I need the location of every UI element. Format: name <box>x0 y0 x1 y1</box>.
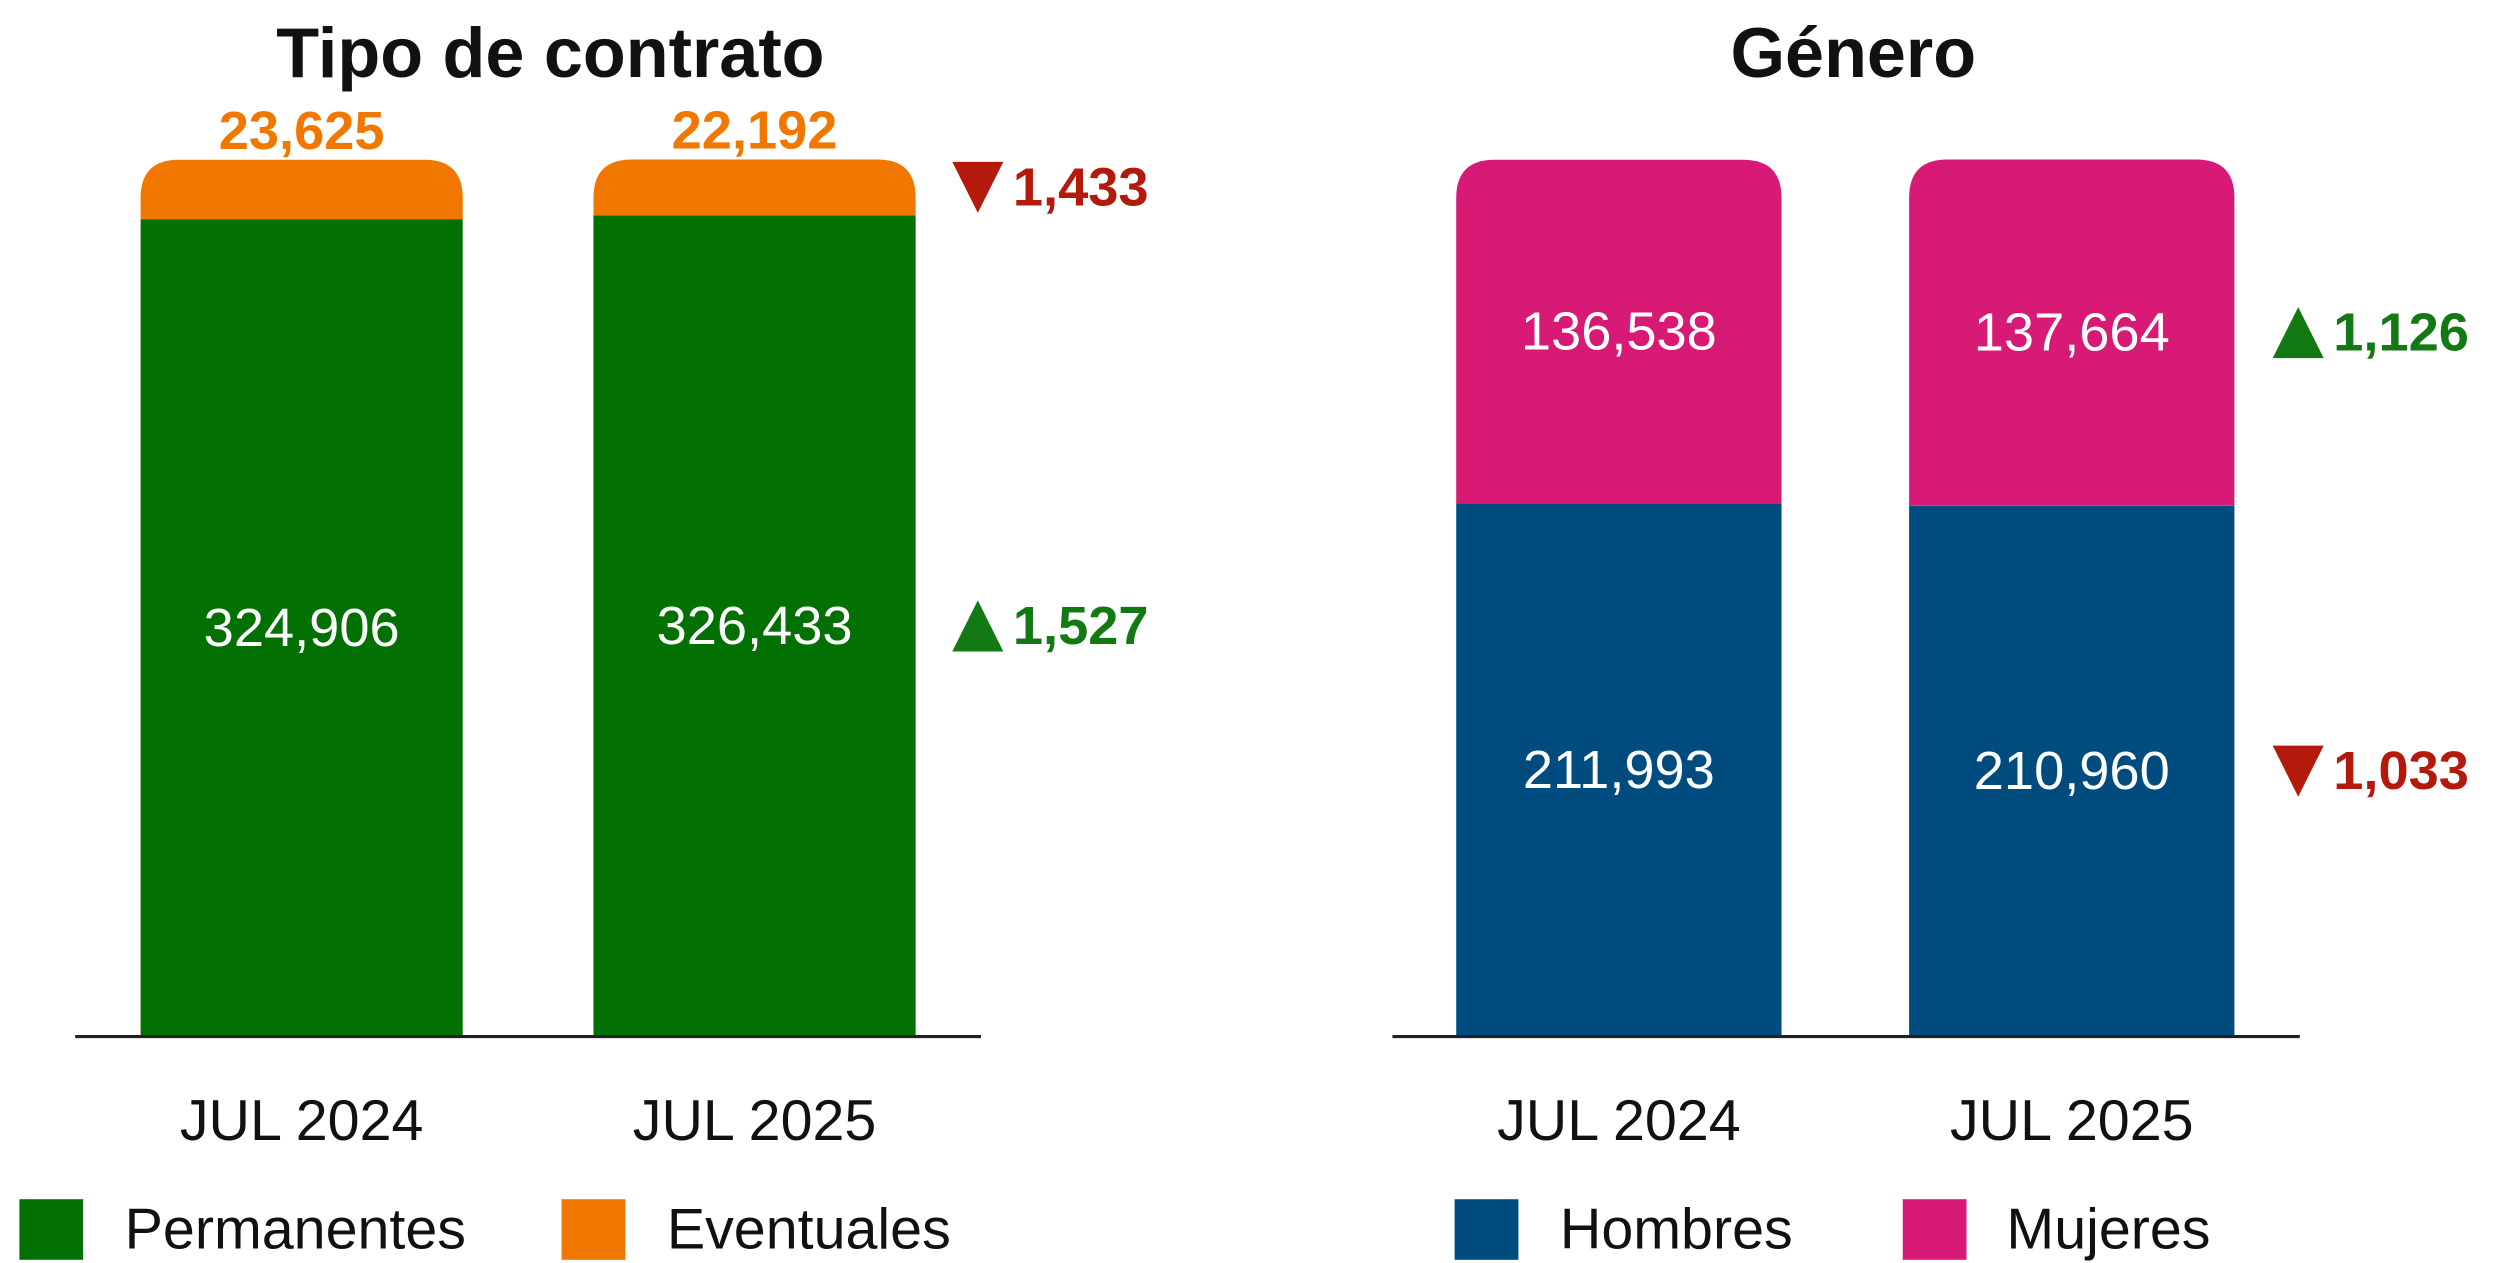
value-label: 210,960 <box>1974 741 2170 801</box>
legend-label: Permanentes <box>125 1198 466 1262</box>
change-label: 1,126 <box>2333 303 2469 363</box>
value-label: 211,993 <box>1523 740 1715 800</box>
bar-segment <box>1456 503 1782 1037</box>
value-label: 326,433 <box>657 596 853 656</box>
value-label: 324,906 <box>204 598 400 658</box>
bar-segment <box>593 159 916 216</box>
bar-segment <box>593 215 916 1037</box>
legend-swatch <box>1454 1199 1519 1260</box>
change-label: 1,527 <box>1013 596 1149 656</box>
legend-label: Eventuales <box>667 1198 951 1262</box>
change-arrow <box>2272 745 2324 797</box>
legend-swatch <box>19 1199 84 1260</box>
bar-segment <box>140 159 463 220</box>
x-tick-label: JUL 2024 <box>180 1089 424 1153</box>
value-label: 136,538 <box>1521 301 1717 361</box>
legend-label: Hombres <box>1560 1198 1793 1262</box>
x-tick-label: JUL 2025 <box>1950 1089 2194 1153</box>
bar-segment <box>1909 505 2235 1037</box>
bar-segment <box>1456 159 1782 504</box>
change-arrow <box>2272 307 2324 359</box>
legend-swatch <box>1902 1199 1967 1260</box>
change-arrow <box>952 161 1004 213</box>
x-tick-label: JUL 2024 <box>1497 1089 1741 1153</box>
legend-swatch <box>561 1199 626 1260</box>
x-tick-label: JUL 2025 <box>633 1089 877 1153</box>
bar-segment <box>140 219 463 1037</box>
value-label: 22,192 <box>672 101 838 161</box>
change-arrow <box>952 600 1004 652</box>
change-label: 1,033 <box>2333 741 2469 801</box>
bar-segment <box>1909 159 2235 506</box>
change-label: 1,433 <box>1013 157 1149 217</box>
value-label: 137,664 <box>1974 303 2170 363</box>
legend-label: Mujeres <box>2006 1198 2210 1262</box>
chart-title: Género <box>1730 13 1976 92</box>
value-label: 23,625 <box>219 101 385 161</box>
chart-title: Tipo de contrato <box>276 13 824 92</box>
